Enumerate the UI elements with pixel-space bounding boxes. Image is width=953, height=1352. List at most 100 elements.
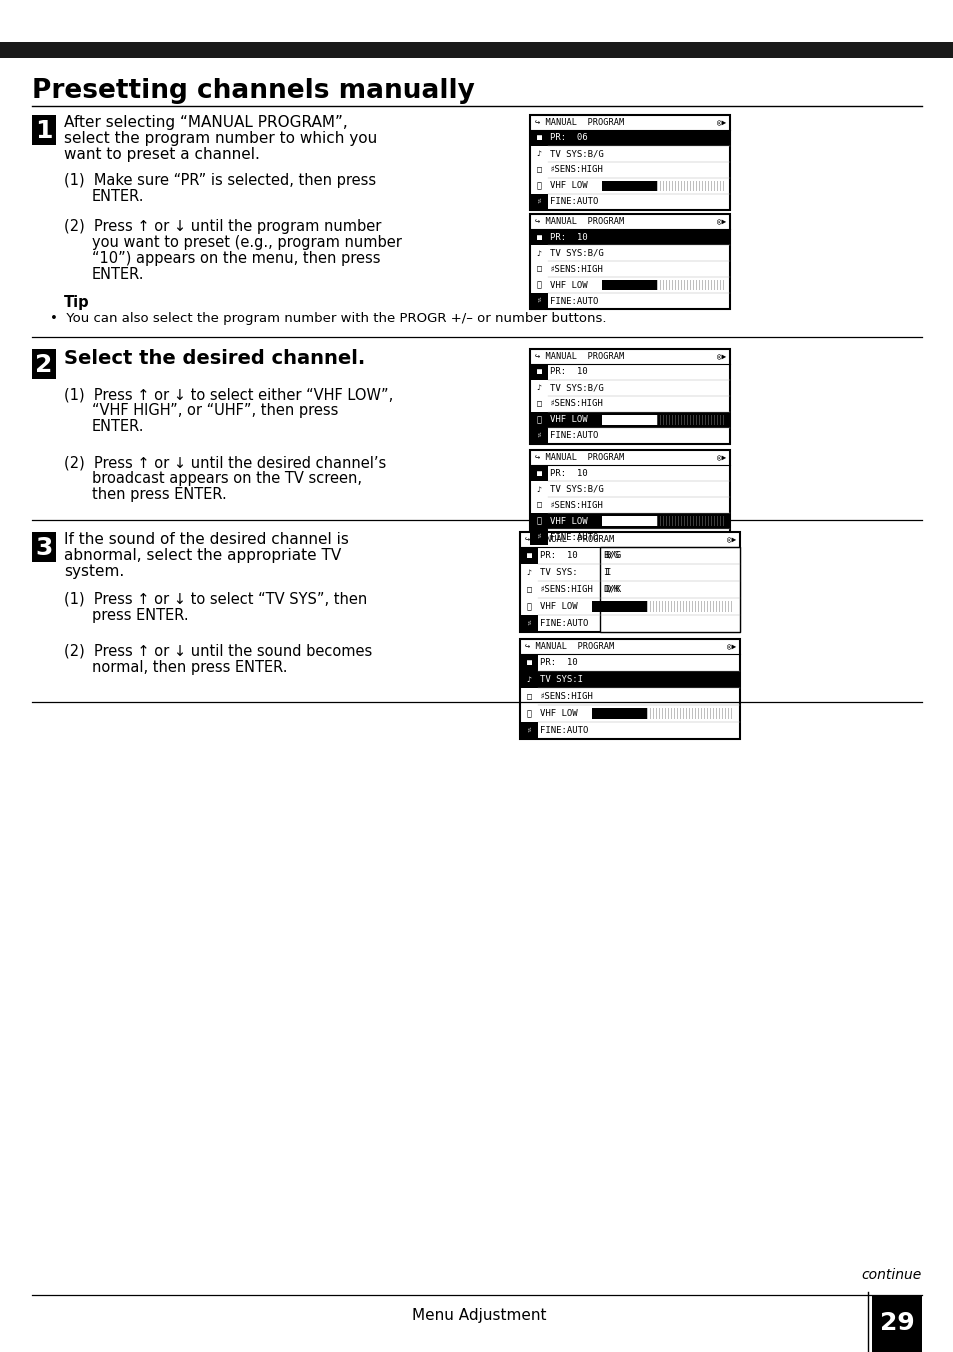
Bar	[675, 280, 676, 289]
Bar	[662, 516, 664, 526]
Text: “10”) appears on the menu, then press: “10”) appears on the menu, then press	[91, 251, 380, 266]
Text: ↪ MANUAL  PROGRAM: ↪ MANUAL PROGRAM	[535, 453, 623, 462]
Bar	[709, 708, 711, 719]
Text: ♯: ♯	[536, 197, 541, 207]
Bar	[722, 280, 723, 289]
Bar	[716, 708, 717, 719]
Text: Tip: Tip	[64, 295, 90, 310]
Bar	[700, 708, 701, 719]
Text: □: □	[526, 585, 531, 594]
Bar	[673, 708, 675, 719]
Bar	[667, 708, 669, 719]
Bar	[707, 181, 709, 191]
Bar	[707, 516, 709, 526]
Text: continue: continue	[861, 1268, 921, 1282]
Text: (1)  Press ↑ or ↓ to select either “VHF LOW”,: (1) Press ↑ or ↓ to select either “VHF L…	[64, 387, 393, 402]
Bar	[717, 181, 718, 191]
Bar	[530, 512, 729, 529]
Text: ENTER.: ENTER.	[91, 266, 144, 283]
Bar	[701, 181, 702, 191]
Text: PR:  06: PR: 06	[550, 134, 587, 142]
Bar	[668, 280, 670, 289]
Text: ♯: ♯	[536, 533, 541, 542]
Text: TV SYS:I: TV SYS:I	[539, 675, 582, 684]
Bar	[686, 181, 688, 191]
Bar	[657, 280, 658, 289]
Bar	[678, 181, 679, 191]
Text: 1: 1	[35, 119, 52, 143]
Bar	[677, 708, 678, 719]
Text: I: I	[602, 568, 608, 577]
Text: ♯SENS:HIGH: ♯SENS:HIGH	[550, 500, 603, 510]
Bar	[682, 708, 684, 719]
Text: PR:  10: PR: 10	[550, 368, 587, 376]
Bar	[530, 450, 729, 545]
Text: ♯: ♯	[526, 726, 531, 735]
Bar	[670, 602, 672, 611]
Bar	[704, 516, 706, 526]
Bar	[652, 708, 654, 719]
Bar	[696, 516, 697, 526]
Bar	[675, 415, 676, 425]
Bar	[722, 516, 723, 526]
Text: ♪: ♪	[536, 150, 541, 158]
Bar	[695, 602, 696, 611]
Bar	[721, 708, 722, 719]
Bar	[659, 280, 660, 289]
Bar	[665, 280, 667, 289]
Bar	[679, 708, 680, 719]
Bar	[700, 602, 701, 611]
Bar	[717, 415, 718, 425]
Bar	[530, 115, 729, 210]
Text: ♯: ♯	[536, 296, 541, 306]
Bar	[707, 415, 709, 425]
Bar	[530, 214, 729, 310]
Text: (1)  Press ↑ or ↓ to select “TV SYS”, then: (1) Press ↑ or ↓ to select “TV SYS”, the…	[64, 592, 367, 607]
Bar	[662, 181, 664, 191]
Bar	[592, 602, 646, 611]
Bar	[519, 639, 740, 740]
Text: TV SYS:B/G: TV SYS:B/G	[550, 150, 603, 158]
Bar	[671, 516, 673, 526]
Text: press ENTER.: press ENTER.	[91, 608, 189, 623]
Text: ♪: ♪	[536, 384, 541, 392]
Text: FINE:AUTO: FINE:AUTO	[539, 619, 588, 627]
Bar	[699, 516, 700, 526]
Bar	[530, 465, 547, 481]
Text: ◎▶: ◎▶	[726, 535, 735, 544]
Bar	[519, 654, 537, 671]
Text: ENTER.: ENTER.	[91, 189, 144, 204]
Bar	[712, 708, 714, 719]
Text: VHF LOW: VHF LOW	[550, 415, 587, 425]
Bar	[713, 181, 715, 191]
Bar	[703, 602, 705, 611]
Bar	[679, 602, 680, 611]
Bar	[530, 193, 547, 210]
Bar	[692, 280, 694, 289]
Bar	[530, 412, 729, 429]
Bar	[519, 671, 740, 688]
Bar	[722, 415, 723, 425]
Text: B/G: B/G	[602, 552, 618, 560]
Text: ♪: ♪	[536, 249, 541, 257]
Bar	[722, 181, 723, 191]
Bar	[691, 708, 693, 719]
Bar	[601, 516, 657, 526]
Bar	[519, 722, 537, 740]
Bar	[685, 602, 687, 611]
Text: VHF LOW: VHF LOW	[550, 280, 587, 289]
Text: ⛲: ⛲	[536, 280, 541, 289]
Bar	[713, 415, 715, 425]
Bar	[599, 548, 740, 631]
Text: □: □	[536, 500, 541, 510]
Bar	[671, 280, 673, 289]
Bar	[703, 708, 705, 719]
Bar	[530, 349, 729, 443]
Bar	[721, 602, 722, 611]
Bar	[713, 516, 715, 526]
Text: I: I	[604, 568, 610, 577]
Text: VHF LOW: VHF LOW	[539, 708, 577, 718]
Bar	[719, 602, 720, 611]
Text: ♯SENS:HIGH: ♯SENS:HIGH	[550, 265, 603, 273]
Bar	[680, 181, 681, 191]
